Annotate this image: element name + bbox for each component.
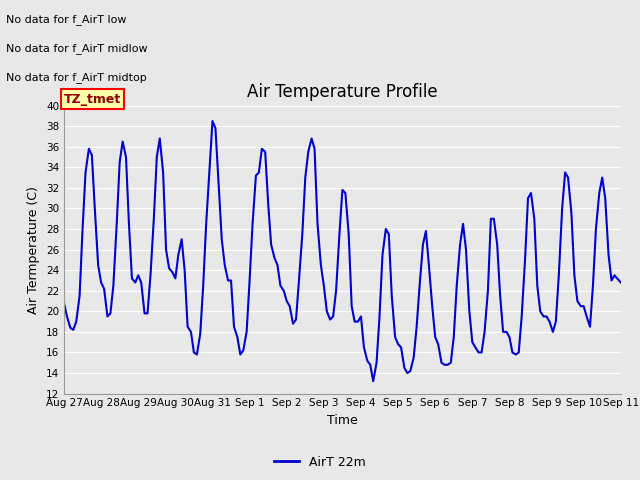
X-axis label: Time: Time	[327, 414, 358, 427]
Legend: AirT 22m: AirT 22m	[269, 451, 371, 474]
Title: Air Temperature Profile: Air Temperature Profile	[247, 83, 438, 101]
Text: No data for f_AirT midtop: No data for f_AirT midtop	[6, 72, 147, 83]
Text: No data for f_AirT midlow: No data for f_AirT midlow	[6, 43, 148, 54]
Text: No data for f_AirT low: No data for f_AirT low	[6, 14, 127, 25]
Y-axis label: Air Termperature (C): Air Termperature (C)	[28, 186, 40, 313]
Text: TZ_tmet: TZ_tmet	[64, 93, 121, 106]
